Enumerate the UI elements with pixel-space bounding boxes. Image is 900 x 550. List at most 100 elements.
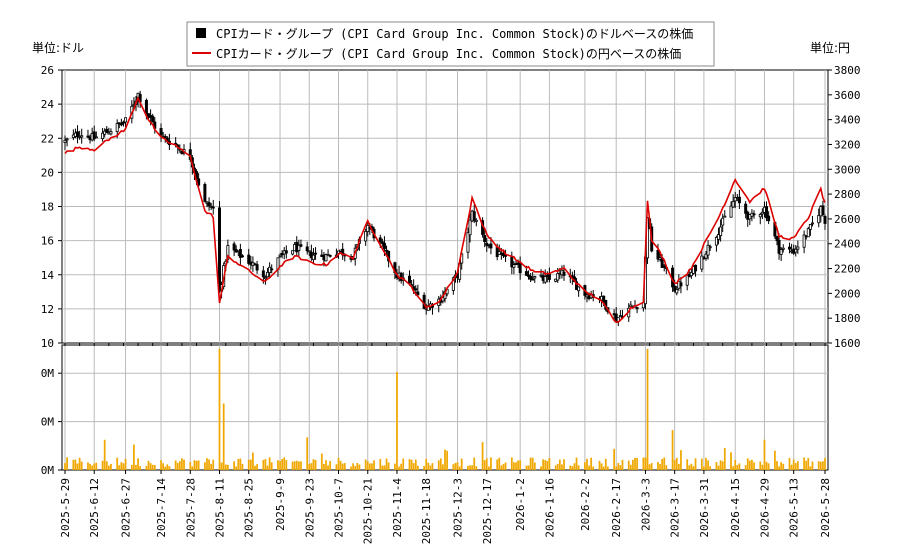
volume-bar bbox=[429, 465, 432, 470]
volume-bar bbox=[648, 464, 651, 470]
volume-bar bbox=[224, 464, 227, 470]
volume-bar bbox=[790, 464, 793, 470]
volume-bar bbox=[811, 461, 814, 470]
volume-bar bbox=[314, 459, 317, 470]
volume-bar bbox=[218, 349, 221, 470]
volume-bar bbox=[690, 463, 693, 470]
volume-bar bbox=[703, 466, 705, 470]
volume-bar bbox=[444, 449, 446, 470]
candle-body bbox=[94, 136, 98, 139]
volume-bar bbox=[454, 463, 457, 470]
volume-bar bbox=[283, 457, 286, 470]
volume-bar bbox=[657, 461, 659, 470]
candle-body bbox=[675, 289, 679, 294]
volume-bar bbox=[210, 463, 213, 470]
legend-usd-label: CPIカード・グループ (CPI Card Group Inc. Common … bbox=[216, 26, 693, 41]
candle-body bbox=[399, 272, 403, 281]
x-tick-label: 2025-9-23 bbox=[303, 478, 316, 538]
volume-bar bbox=[780, 462, 783, 470]
x-tick-label: 2026-2-17 bbox=[610, 478, 623, 538]
volume-bar bbox=[588, 465, 590, 470]
volume-tick-label: 0M bbox=[41, 464, 55, 477]
volume-bar bbox=[748, 460, 751, 470]
volume-bar bbox=[176, 462, 179, 470]
volume-bar bbox=[208, 459, 210, 470]
candle-body bbox=[788, 246, 791, 250]
volume-bar bbox=[105, 461, 108, 470]
volume-bar bbox=[663, 457, 666, 470]
volume-bar bbox=[452, 464, 455, 470]
candle-body bbox=[752, 213, 756, 216]
volume-bar bbox=[498, 457, 501, 470]
candle-body bbox=[324, 254, 328, 262]
x-tick-label: 2026-4-15 bbox=[729, 478, 742, 538]
volume-bar bbox=[467, 465, 469, 470]
volume-bar bbox=[95, 462, 98, 470]
volume-bar bbox=[387, 462, 390, 470]
volume-bar bbox=[707, 460, 709, 470]
candle-body bbox=[744, 203, 748, 214]
volume-bar bbox=[168, 466, 171, 470]
volume-bar bbox=[590, 457, 593, 470]
candle-body bbox=[115, 123, 119, 133]
x-axis-ticks: 2025-5-29 2025-6-12 2025-6-27 2025-7-14 2025… bbox=[59, 343, 832, 544]
right-tick-label: 3600 bbox=[834, 89, 861, 102]
volume-bar bbox=[586, 458, 588, 470]
volume-bar bbox=[778, 466, 780, 470]
x-tick-label: 2025-7-28 bbox=[184, 478, 197, 538]
volume-panel bbox=[61, 344, 829, 471]
candle-body bbox=[297, 244, 301, 251]
volume-bar bbox=[458, 466, 461, 470]
volume-bar bbox=[515, 462, 517, 470]
volume-bar bbox=[130, 464, 133, 470]
volume-bar bbox=[398, 466, 400, 470]
right-tick-label: 3800 bbox=[834, 64, 861, 77]
right-tick-label: 2800 bbox=[834, 188, 861, 201]
left-tick-label: 18 bbox=[41, 201, 54, 214]
volume-bar bbox=[329, 460, 332, 470]
volume-bar bbox=[546, 460, 549, 470]
volume-bar bbox=[636, 457, 638, 470]
left-axis-ticks: 26 24 22 20 18 16 14 12 10 bbox=[41, 64, 62, 350]
candle-body bbox=[708, 246, 712, 249]
candle-body bbox=[385, 249, 389, 252]
volume-bar bbox=[819, 461, 822, 470]
volume-bar bbox=[602, 466, 605, 470]
candle-body bbox=[483, 235, 487, 243]
volume-bar bbox=[162, 463, 165, 470]
candle-body bbox=[777, 239, 781, 254]
volume-bar bbox=[606, 466, 609, 470]
candle-body bbox=[562, 271, 566, 276]
candle-body bbox=[240, 255, 244, 258]
left-tick-label: 16 bbox=[41, 235, 54, 248]
volume-bar bbox=[89, 463, 91, 470]
volume-bar bbox=[646, 349, 649, 470]
candle-body bbox=[451, 277, 455, 291]
candle-body bbox=[328, 254, 332, 257]
candle-body bbox=[105, 128, 109, 133]
volume-bar bbox=[692, 466, 695, 470]
candle-body bbox=[575, 281, 579, 290]
volume-bar bbox=[487, 466, 490, 470]
volume-bar bbox=[561, 464, 563, 470]
candle-body bbox=[760, 211, 764, 215]
volume-bar bbox=[577, 465, 580, 470]
volume-bar bbox=[803, 457, 805, 470]
volume-bar bbox=[239, 458, 242, 470]
volume-bar bbox=[396, 371, 398, 470]
volume-bar bbox=[191, 466, 194, 470]
volume-bar bbox=[504, 462, 507, 470]
volume-bar bbox=[120, 462, 123, 470]
candle-body bbox=[151, 115, 155, 123]
volume-bar bbox=[575, 457, 578, 470]
candle-body bbox=[163, 136, 167, 138]
volume-bar bbox=[254, 465, 256, 470]
volume-bar bbox=[644, 457, 647, 470]
volume-bar bbox=[197, 460, 200, 470]
x-tick-label: 2025-11-4 bbox=[391, 478, 404, 538]
volume-bar bbox=[64, 463, 66, 470]
candle-body bbox=[378, 237, 382, 243]
volume-bar bbox=[542, 459, 545, 470]
x-tick-label: 2026-5-28 bbox=[819, 478, 832, 538]
candle-body bbox=[635, 307, 639, 310]
